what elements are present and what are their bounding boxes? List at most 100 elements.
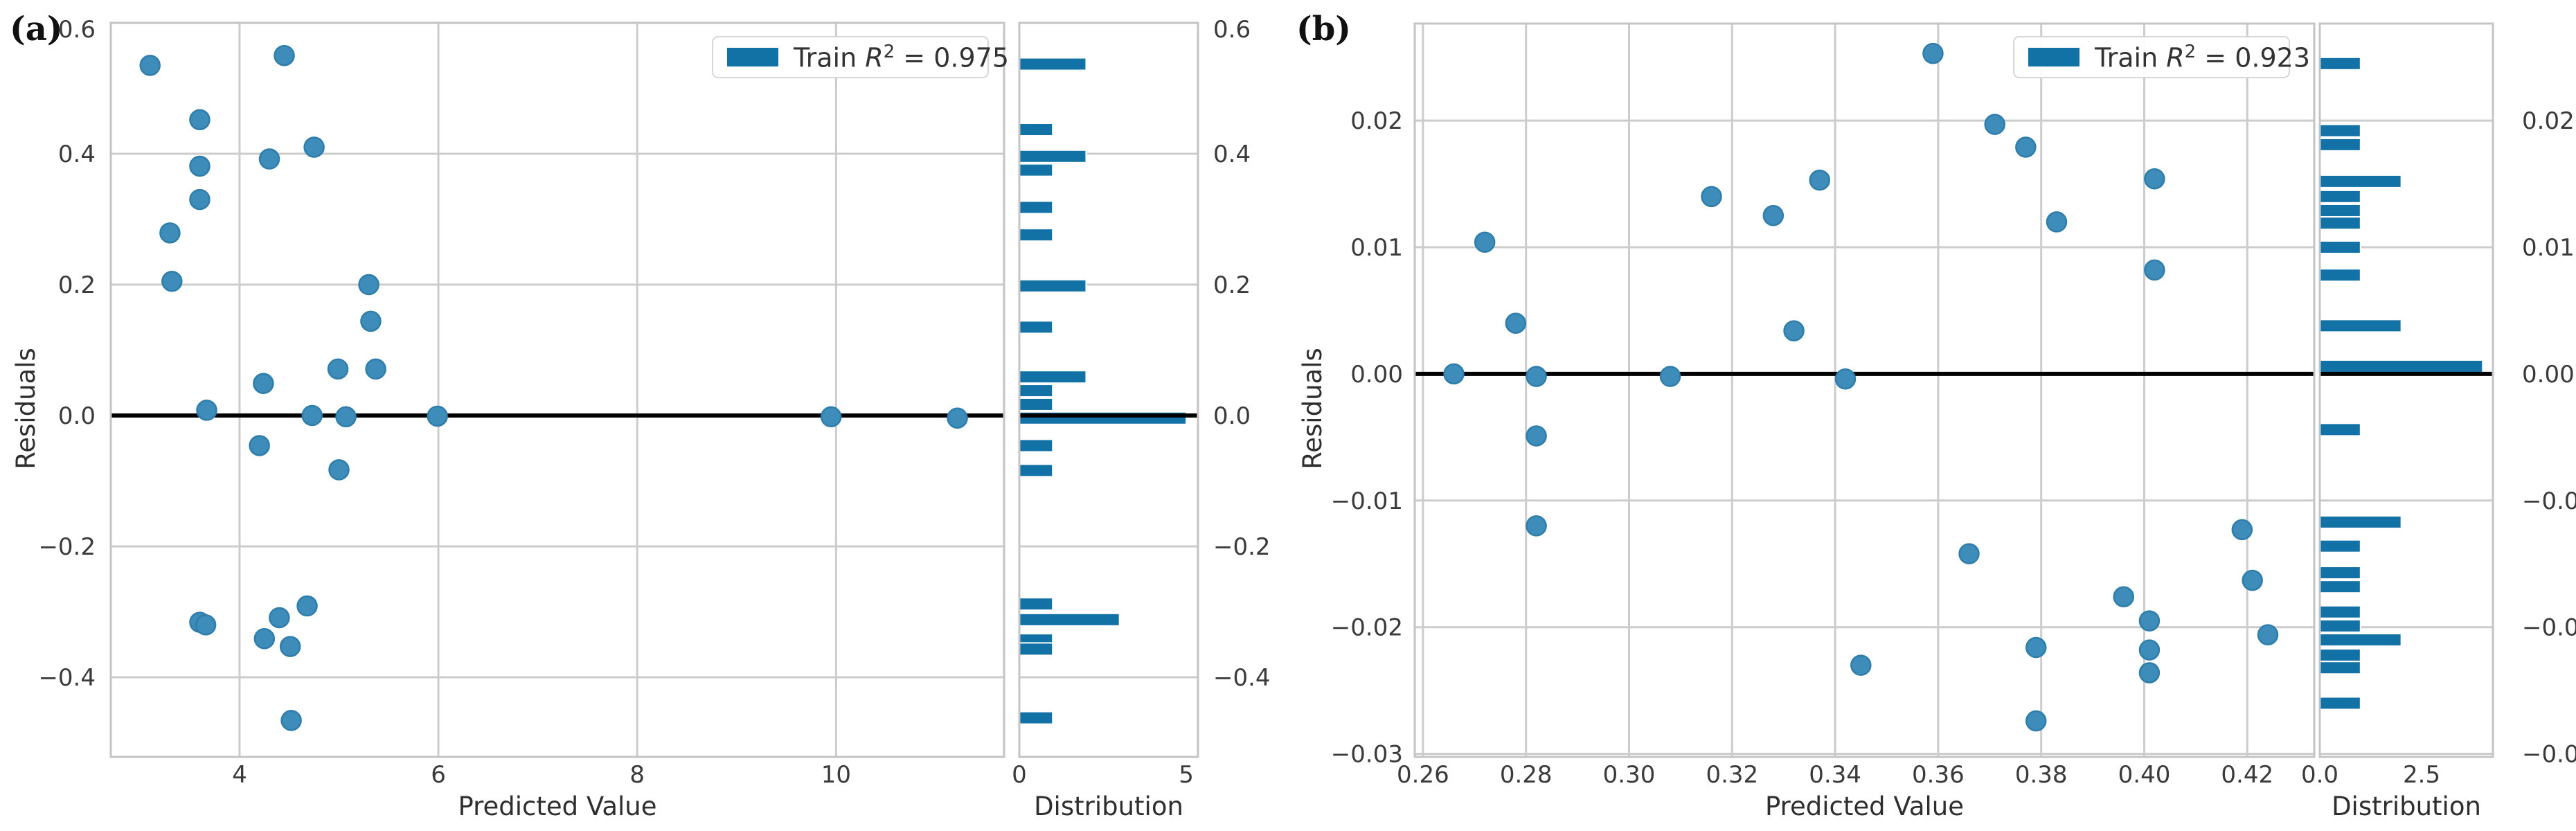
scatter-point	[1809, 169, 1831, 191]
scatter-point	[358, 274, 379, 296]
scatter-point	[189, 188, 211, 211]
hist-bar	[1019, 463, 1054, 478]
scatter-point	[335, 406, 357, 428]
hist-bar	[2319, 268, 2361, 283]
hist-bar	[2319, 605, 2361, 619]
y-tick-label: −0.01	[1331, 488, 1403, 515]
hist-bar	[2319, 216, 2361, 231]
y-tick-label-right: 0.00	[2522, 361, 2575, 388]
hist-bar	[1019, 149, 1087, 163]
y-tick-label: 0.0	[58, 402, 96, 430]
scatter-point	[1526, 425, 1547, 447]
scatter-point	[253, 373, 274, 394]
panel-label-b: (b)	[1296, 10, 1351, 48]
y-tick-label: 0.4	[58, 141, 96, 168]
scatter-point	[360, 310, 382, 332]
scatter-point	[2138, 639, 2161, 661]
hist-bar	[2319, 696, 2361, 711]
scatter-point	[1984, 114, 2005, 135]
y-tick-label-right: −0.4	[1213, 664, 1271, 692]
y-tick-label-right: 0.01	[2522, 234, 2575, 262]
scatter-point	[1958, 543, 1980, 564]
hist-bar	[2319, 515, 2402, 529]
hist-x-tick-label: 0	[1012, 761, 1027, 789]
scatter-point	[327, 358, 349, 380]
axes-frame	[1413, 22, 2316, 758]
y-tick-label-right: 0.2	[1213, 271, 1251, 299]
scatter-point	[139, 55, 161, 76]
y-tick-label-right: −0.02	[2522, 614, 2576, 642]
hist-bar	[1019, 228, 1054, 242]
scatter-point	[820, 406, 842, 428]
legend-label: Train R2 = 0.923	[2095, 41, 2311, 73]
hist-bar	[2319, 580, 2361, 594]
scatter-point	[269, 607, 290, 629]
y-tick-label: 0.2	[58, 271, 96, 299]
scatter-point	[947, 407, 968, 429]
axes-frame	[2318, 22, 2494, 758]
scatter-point	[274, 44, 295, 66]
scatter-point	[296, 595, 318, 617]
hist-bar	[2319, 661, 2361, 675]
x-tick-label: 0.32	[1706, 761, 1758, 789]
panel-label-a: (a)	[10, 10, 63, 48]
hist-bar	[2319, 422, 2361, 437]
x-tick-label: 0.28	[1500, 761, 1553, 789]
hist-bar	[2319, 137, 2361, 152]
hist-bar	[1019, 711, 1054, 725]
y-tick-label-right: −0.03	[2522, 741, 2576, 769]
hist-bar	[1019, 384, 1054, 398]
y-tick-label: −0.02	[1331, 614, 1403, 642]
y-tick-label: 0.6	[58, 16, 96, 44]
legend-train-r2-a: Train R2 = 0.975	[712, 36, 1009, 78]
scatter-point	[258, 148, 280, 170]
scatter-point	[1526, 515, 1547, 537]
hist-bar	[2319, 647, 2361, 662]
scatter-point	[2015, 136, 2037, 158]
scatter-point	[2046, 211, 2068, 233]
scatter-point	[1783, 320, 1805, 341]
scatter-point	[280, 710, 302, 731]
hist-bar	[2319, 203, 2361, 217]
scatter-point	[1762, 205, 1785, 226]
hist-bar	[2319, 174, 2402, 188]
scatter-point	[253, 627, 276, 650]
x-tick-label: 6	[431, 761, 446, 789]
scatter-point	[365, 358, 386, 380]
hist-bar	[1019, 612, 1120, 627]
y-tick-label: −0.4	[38, 664, 96, 692]
hist-bar	[2319, 189, 2361, 204]
scatter-point	[2242, 569, 2263, 591]
scatter-point	[2231, 519, 2253, 541]
x-tick-label: 0.42	[2221, 761, 2273, 789]
scatter-point	[195, 614, 217, 636]
y-tick-label: 0.01	[1350, 234, 1403, 262]
x-tick-label: 0.34	[1809, 761, 1861, 789]
scatter-point	[1834, 368, 1857, 390]
x-axis-label: Predicted Value	[1765, 792, 1964, 821]
scatter-point	[2025, 710, 2047, 732]
y-axis-label: Residuals	[1298, 348, 1327, 470]
legend-swatch-icon	[2028, 48, 2079, 66]
hist-bar	[1019, 642, 1054, 656]
y-tick-label-right: 0.0	[1213, 402, 1251, 430]
hist-bar	[1019, 200, 1054, 215]
hist-bar	[1019, 123, 1054, 137]
x-tick-label: 8	[629, 761, 645, 789]
hist-axis-label: Distribution	[1034, 792, 1183, 821]
scatter-point	[301, 404, 323, 427]
hist-bar	[2319, 123, 2361, 138]
gridlines	[1415, 24, 2493, 757]
scatter-point	[2144, 168, 2165, 190]
hist-x-tick-label: 2.5	[2403, 761, 2440, 789]
scatter-point	[1505, 312, 1527, 334]
hist-bar	[2319, 240, 2361, 255]
scatter-point	[196, 400, 217, 421]
hist-bar	[1019, 438, 1054, 453]
hist-bar	[2319, 319, 2402, 333]
scatter-point	[1850, 654, 1872, 676]
y-tick-label: 0.00	[1350, 361, 1403, 388]
x-tick-label: 0.30	[1603, 761, 1656, 789]
scatter-point	[189, 109, 211, 131]
